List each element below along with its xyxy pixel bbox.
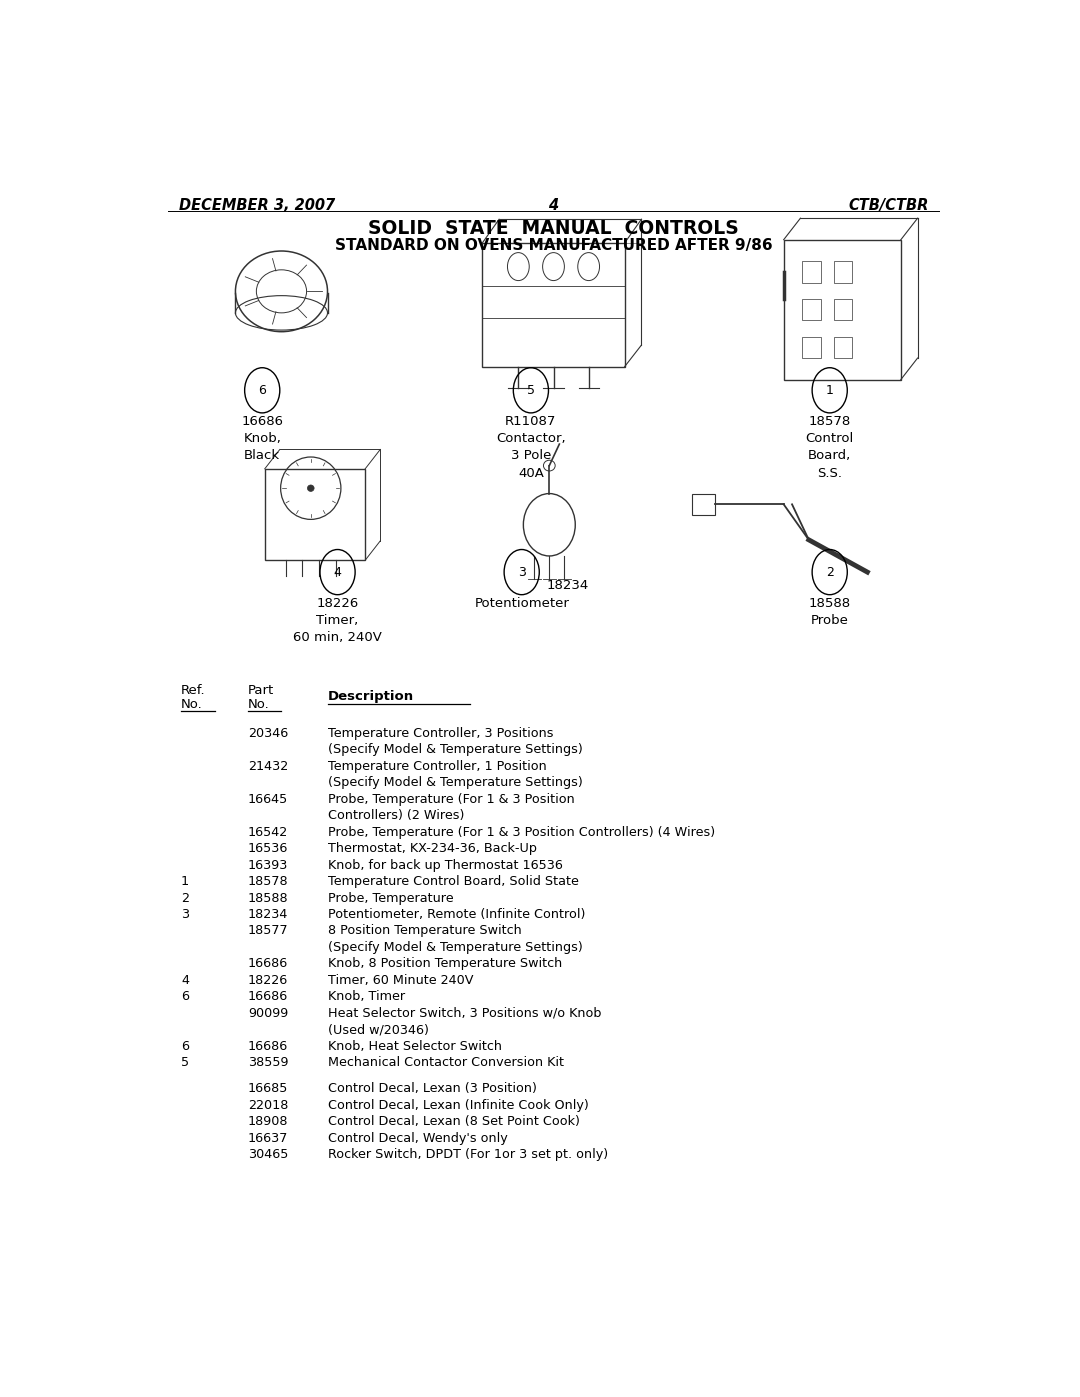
Text: Timer,: Timer,: [316, 615, 359, 627]
Text: 3 Pole: 3 Pole: [511, 450, 551, 462]
Text: 18578: 18578: [248, 875, 288, 888]
Text: 18578: 18578: [809, 415, 851, 427]
Text: 1: 1: [181, 875, 189, 888]
Text: Contactor,: Contactor,: [496, 432, 566, 446]
Text: S.S.: S.S.: [818, 467, 842, 479]
Text: Control Decal, Wendy's only: Control Decal, Wendy's only: [327, 1132, 508, 1146]
Text: Part: Part: [248, 685, 274, 697]
Text: STANDARD ON OVENS MANUFACTURED AFTER 9/86: STANDARD ON OVENS MANUFACTURED AFTER 9/8…: [335, 237, 772, 253]
Text: 6: 6: [181, 1039, 189, 1053]
Text: Knob, for back up Thermostat 16536: Knob, for back up Thermostat 16536: [327, 859, 563, 872]
Text: 5: 5: [527, 384, 535, 397]
Text: Mechanical Contactor Conversion Kit: Mechanical Contactor Conversion Kit: [327, 1056, 564, 1069]
Text: Ref.: Ref.: [181, 685, 205, 697]
Text: Black: Black: [244, 450, 281, 462]
Text: Rocker Switch, DPDT (For 1or 3 set pt. only): Rocker Switch, DPDT (For 1or 3 set pt. o…: [327, 1148, 608, 1161]
Text: Board,: Board,: [808, 450, 851, 462]
Text: (Specify Model & Temperature Settings): (Specify Model & Temperature Settings): [327, 743, 582, 756]
Text: 4: 4: [334, 566, 341, 578]
Text: Heat Selector Switch, 3 Positions w/o Knob: Heat Selector Switch, 3 Positions w/o Kn…: [327, 1007, 600, 1020]
Text: 4: 4: [549, 198, 558, 212]
Text: Knob,: Knob,: [243, 432, 281, 446]
Text: Potentiometer: Potentiometer: [474, 597, 569, 610]
Text: 16686: 16686: [241, 415, 283, 427]
Text: 2: 2: [826, 566, 834, 578]
Text: 16637: 16637: [248, 1132, 288, 1146]
Text: 3: 3: [181, 908, 189, 921]
Text: 16542: 16542: [248, 826, 288, 838]
Text: Controllers) (2 Wires): Controllers) (2 Wires): [327, 809, 464, 823]
Text: 6: 6: [181, 990, 189, 1003]
Text: Knob, Heat Selector Switch: Knob, Heat Selector Switch: [327, 1039, 501, 1053]
Text: (Used w/20346): (Used w/20346): [327, 1023, 429, 1037]
Text: 16536: 16536: [248, 842, 288, 855]
Text: 1: 1: [826, 384, 834, 397]
Text: 40A: 40A: [518, 467, 544, 479]
Text: Control: Control: [806, 432, 854, 446]
Text: 18577: 18577: [248, 925, 288, 937]
Text: Temperature Controller, 1 Position: Temperature Controller, 1 Position: [327, 760, 546, 773]
Text: 18908: 18908: [248, 1115, 288, 1129]
Text: 18588: 18588: [809, 597, 851, 610]
Text: 16686: 16686: [248, 957, 288, 971]
Text: Probe, Temperature: Probe, Temperature: [327, 891, 454, 905]
Text: Temperature Control Board, Solid State: Temperature Control Board, Solid State: [327, 875, 579, 888]
Text: 16686: 16686: [248, 1039, 288, 1053]
Text: (Specify Model & Temperature Settings): (Specify Model & Temperature Settings): [327, 942, 582, 954]
Text: 16686: 16686: [248, 990, 288, 1003]
Text: 30465: 30465: [248, 1148, 288, 1161]
Text: (Specify Model & Temperature Settings): (Specify Model & Temperature Settings): [327, 777, 582, 789]
Text: 18588: 18588: [248, 891, 288, 905]
Text: Probe: Probe: [811, 615, 849, 627]
Text: Description: Description: [327, 690, 414, 704]
Text: 18234: 18234: [248, 908, 288, 921]
Text: 18226: 18226: [316, 597, 359, 610]
Text: 20346: 20346: [248, 726, 288, 740]
Text: Control Decal, Lexan (8 Set Point Cook): Control Decal, Lexan (8 Set Point Cook): [327, 1115, 579, 1129]
Text: DECEMBER 3, 2007: DECEMBER 3, 2007: [178, 198, 335, 212]
Text: Potentiometer, Remote (Infinite Control): Potentiometer, Remote (Infinite Control): [327, 908, 585, 921]
Text: 3: 3: [517, 566, 526, 578]
Text: R11087: R11087: [505, 415, 556, 427]
Text: Thermostat, KX-234-36, Back-Up: Thermostat, KX-234-36, Back-Up: [327, 842, 537, 855]
Text: Probe, Temperature (For 1 & 3 Position: Probe, Temperature (For 1 & 3 Position: [327, 793, 575, 806]
Text: Knob, 8 Position Temperature Switch: Knob, 8 Position Temperature Switch: [327, 957, 562, 971]
Text: 16645: 16645: [248, 793, 288, 806]
Text: 90099: 90099: [248, 1007, 288, 1020]
Text: No.: No.: [248, 698, 270, 711]
Text: 16393: 16393: [248, 859, 288, 872]
Text: 6: 6: [258, 384, 266, 397]
Text: 4: 4: [181, 974, 189, 986]
Text: Control Decal, Lexan (Infinite Cook Only): Control Decal, Lexan (Infinite Cook Only…: [327, 1099, 589, 1112]
Text: Control Decal, Lexan (3 Position): Control Decal, Lexan (3 Position): [327, 1083, 537, 1095]
Text: 22018: 22018: [248, 1099, 288, 1112]
Text: 8 Position Temperature Switch: 8 Position Temperature Switch: [327, 925, 522, 937]
Text: Timer, 60 Minute 240V: Timer, 60 Minute 240V: [327, 974, 473, 986]
Text: Probe, Temperature (For 1 & 3 Position Controllers) (4 Wires): Probe, Temperature (For 1 & 3 Position C…: [327, 826, 715, 838]
Text: Knob, Timer: Knob, Timer: [327, 990, 405, 1003]
Text: 18226: 18226: [248, 974, 288, 986]
Text: 5: 5: [181, 1056, 189, 1069]
Text: No.: No.: [181, 698, 203, 711]
Text: 38559: 38559: [248, 1056, 288, 1069]
Text: CTB/CTBR: CTB/CTBR: [848, 198, 929, 212]
Text: 60 min, 240V: 60 min, 240V: [293, 631, 382, 644]
Text: Temperature Controller, 3 Positions: Temperature Controller, 3 Positions: [327, 726, 553, 740]
Text: 18234: 18234: [546, 578, 589, 591]
Ellipse shape: [308, 485, 314, 492]
Text: 16685: 16685: [248, 1083, 288, 1095]
Text: 21432: 21432: [248, 760, 288, 773]
Text: 2: 2: [181, 891, 189, 905]
Text: SOLID  STATE  MANUAL  CONTROLS: SOLID STATE MANUAL CONTROLS: [368, 219, 739, 239]
